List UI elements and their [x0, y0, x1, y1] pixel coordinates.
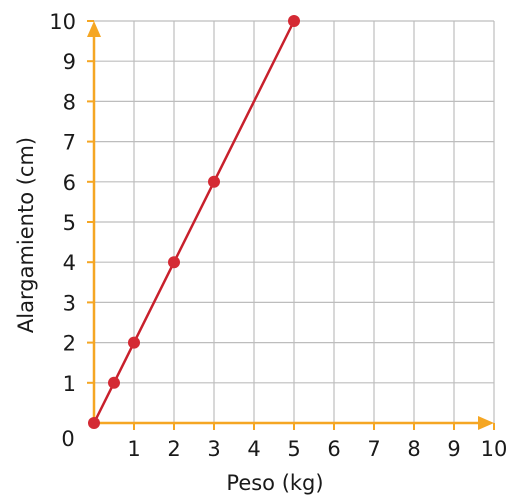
y-tick-label: 9	[63, 50, 76, 74]
x-tick-label: 2	[167, 437, 180, 461]
x-tick-label: 4	[247, 437, 260, 461]
y-tick-label: 8	[63, 90, 76, 114]
y-tick-label: 6	[63, 171, 76, 195]
x-tick-label: 5	[287, 437, 300, 461]
data-point	[288, 15, 300, 27]
x-tick-label: 3	[207, 437, 220, 461]
x-axis-arrow	[478, 416, 494, 430]
data-point	[88, 417, 100, 429]
x-axis-label: Peso (kg)	[226, 471, 323, 495]
data-point	[108, 376, 120, 389]
origin-label: 0	[61, 427, 74, 451]
y-tick-label: 4	[63, 251, 76, 275]
series-line	[92, 20, 296, 424]
y-tick-label: 7	[63, 131, 76, 155]
data-point	[128, 336, 140, 349]
y-axis-label: Alargamiento (cm)	[14, 137, 38, 333]
x-tick-label: 7	[367, 437, 380, 461]
axes	[87, 21, 494, 430]
data-point	[168, 256, 180, 269]
grid	[94, 20, 495, 423]
x-tick-label: 6	[327, 437, 340, 461]
x-tick-label: 10	[481, 437, 508, 461]
data-point	[208, 175, 220, 188]
y-tick-label: 2	[63, 332, 76, 356]
y-tick-label: 10	[49, 10, 76, 34]
x-tick-label: 8	[407, 437, 420, 461]
x-tick-label: 1	[127, 437, 140, 461]
x-tick-label: 9	[447, 437, 460, 461]
y-tick-label: 3	[63, 291, 76, 315]
y-tick-label: 1	[63, 372, 76, 396]
tick-labels: 1 2 3 4 5 6 7 8 9 10 1 2 3 4 5 6 7 8 9 10	[49, 10, 507, 461]
y-tick-label: 5	[63, 211, 76, 235]
y-axis-arrow	[87, 21, 101, 37]
series-layer	[88, 15, 300, 429]
